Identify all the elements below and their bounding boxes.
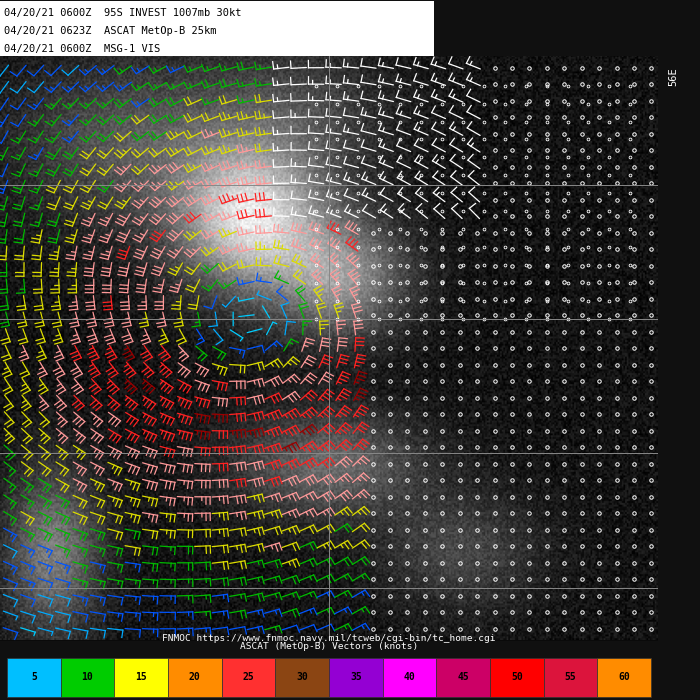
Text: 35: 35 bbox=[350, 672, 362, 682]
Text: 20: 20 bbox=[189, 672, 201, 682]
Text: 60: 60 bbox=[618, 672, 630, 682]
Text: 45: 45 bbox=[457, 672, 469, 682]
Text: 25: 25 bbox=[243, 672, 254, 682]
Text: 15: 15 bbox=[135, 672, 147, 682]
Text: 5: 5 bbox=[31, 672, 37, 682]
Text: FNMOC https://www.fnmoc.navy.mil/tcweb/cgi-bin/tc_home.cgi: FNMOC https://www.fnmoc.navy.mil/tcweb/c… bbox=[162, 634, 496, 643]
Text: 04/20/21 0623Z  ASCAT MetOp-B 25km: 04/20/21 0623Z ASCAT MetOp-B 25km bbox=[4, 26, 217, 36]
Text: 40: 40 bbox=[404, 672, 415, 682]
Text: 30: 30 bbox=[296, 672, 308, 682]
Text: 10: 10 bbox=[82, 672, 93, 682]
Text: 04/20/21 0600Z  MSG-1 VIS: 04/20/21 0600Z MSG-1 VIS bbox=[4, 44, 160, 54]
Text: 56E: 56E bbox=[668, 68, 678, 86]
Text: 50: 50 bbox=[511, 672, 523, 682]
Text: ASCAT (MetOp-B) Vectors (knots): ASCAT (MetOp-B) Vectors (knots) bbox=[240, 642, 418, 651]
Text: 04/20/21 0600Z  95S INVEST 1007mb 30kt: 04/20/21 0600Z 95S INVEST 1007mb 30kt bbox=[4, 8, 241, 18]
Text: 55: 55 bbox=[565, 672, 576, 682]
